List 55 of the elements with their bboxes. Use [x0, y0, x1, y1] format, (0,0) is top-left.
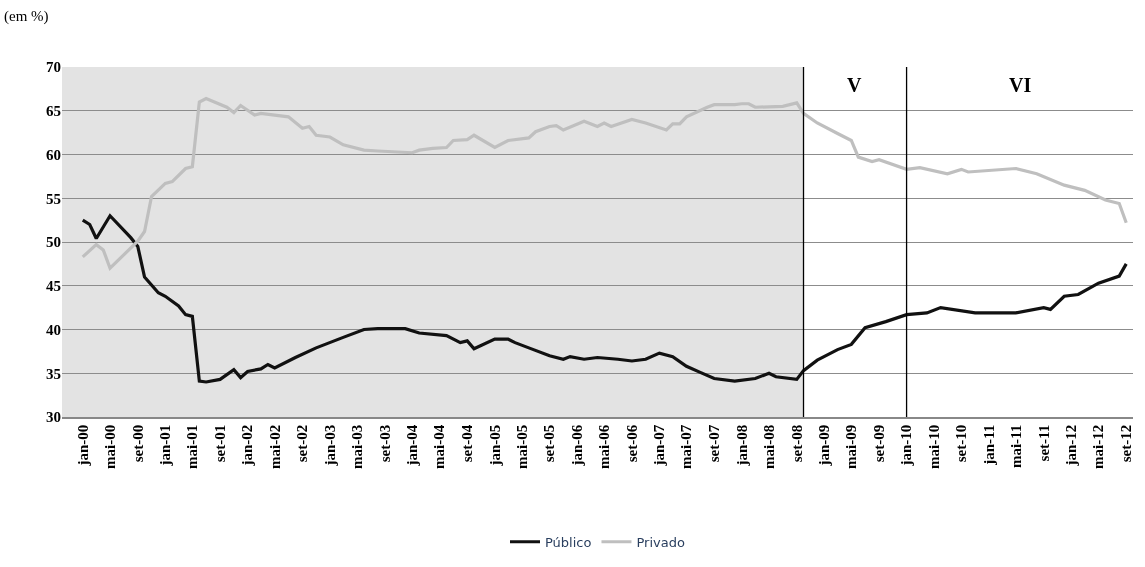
y-tick-label: 35	[46, 365, 61, 382]
x-tick-label: mai-03	[348, 424, 365, 469]
x-tick-label: jan-07	[651, 424, 668, 467]
y-axis-title: (em %)	[4, 8, 49, 25]
y-tick-label: 40	[46, 321, 61, 338]
x-tick-label: mai-00	[101, 424, 118, 469]
x-tick-label: mai-05	[513, 424, 530, 469]
x-tick-label: jan-10	[898, 424, 915, 467]
x-tick-label: mai-07	[678, 424, 695, 469]
y-tick-label: 65	[46, 103, 61, 119]
x-tick-label: jan-01	[157, 424, 174, 467]
x-tick-label: set-08	[788, 424, 805, 463]
annotation: V	[847, 74, 862, 96]
y-tick-label: 70	[46, 59, 61, 76]
x-tick-label: set-10	[953, 424, 970, 463]
x-tick-label: jan-03	[321, 424, 338, 467]
x-tick-label: mai-06	[596, 424, 613, 469]
x-tick-label: jan-04	[404, 424, 421, 467]
y-tick-label: 55	[46, 190, 61, 207]
y-tick-label: 30	[46, 409, 61, 426]
x-tick-label: mai-01	[184, 424, 201, 469]
x-tick-label: mai-12	[1090, 424, 1107, 469]
x-tick-label: jan-06	[568, 424, 585, 467]
legend-label: Público	[545, 534, 592, 550]
x-tick-label: mai-04	[431, 424, 448, 469]
x-tick-label: set-09	[870, 424, 887, 463]
x-tick-label: set-02	[294, 424, 311, 463]
x-tick-label: set-04	[459, 424, 476, 463]
x-tick-label: jan-02	[239, 424, 256, 467]
line-series	[81, 96, 1128, 270]
x-tick-label: jan-12	[1063, 424, 1080, 467]
x-tick-label: mai-09	[843, 424, 860, 469]
x-tick-label: mai-02	[266, 424, 283, 469]
legend-label: Privado	[636, 534, 685, 550]
x-tick-label: jan-00	[74, 424, 91, 467]
line-series	[81, 214, 1128, 384]
x-tick-label: jan-09	[816, 424, 833, 467]
y-tick-label: 50	[46, 234, 61, 251]
x-tick-label: set-06	[623, 424, 640, 463]
x-tick-label: set-00	[129, 424, 146, 463]
y-tick-label: 45	[46, 278, 61, 294]
x-tick-label: set-07	[706, 424, 723, 463]
x-tick-label: mai-11	[1007, 424, 1024, 469]
y-tick-label: 60	[46, 146, 61, 163]
x-tick-label: jan-05	[486, 424, 503, 467]
x-tick-label: jan-08	[733, 424, 750, 467]
x-tick-label: mai-08	[760, 424, 777, 469]
x-tick-label: set-12	[1118, 424, 1135, 463]
annotation: VI	[1009, 74, 1032, 96]
x-tick-label: mai-10	[925, 424, 942, 469]
x-tick-label: set-11	[1035, 424, 1052, 462]
x-tick-label: set-03	[376, 424, 393, 463]
x-tick-label: jan-11	[980, 424, 997, 466]
x-tick-label: set-01	[211, 424, 228, 463]
x-tick-label: set-05	[541, 424, 558, 463]
